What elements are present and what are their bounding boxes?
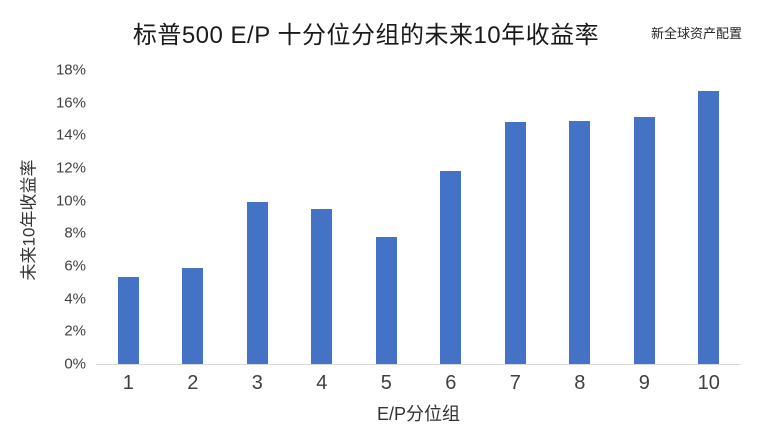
bar-slot xyxy=(290,70,355,364)
bar-slot xyxy=(96,70,161,364)
y-tick-label: 14% xyxy=(55,126,86,144)
bar-slot xyxy=(419,70,484,364)
y-tick-label: 12% xyxy=(55,159,86,177)
bar-slot xyxy=(354,70,419,364)
bar-slot xyxy=(677,70,742,364)
x-tick-label: 9 xyxy=(638,372,650,394)
y-tick-label: 0% xyxy=(64,355,86,373)
x-tick-label: 3 xyxy=(251,372,263,394)
y-tick-label: 6% xyxy=(64,257,86,275)
x-tick-label: 2 xyxy=(187,372,199,394)
x-tick-label: 1 xyxy=(122,372,134,394)
plot-area xyxy=(96,70,741,365)
bar-decile-9 xyxy=(633,117,655,364)
bar-slot xyxy=(225,70,290,364)
x-tick-label: 6 xyxy=(445,372,457,394)
bar-decile-10 xyxy=(698,91,720,364)
y-axis-tick-labels: 0% 2% 4% 6% 8% 10% 12% 14% 16% 18% xyxy=(0,63,86,372)
bar-decile-4 xyxy=(311,208,333,364)
bar-slot xyxy=(612,70,677,364)
y-tick-label: 8% xyxy=(64,224,86,242)
bar-decile-2 xyxy=(182,267,204,364)
x-tick-label: 10 xyxy=(697,372,720,394)
bar-decile-1 xyxy=(117,277,139,364)
y-tick-label: 4% xyxy=(64,290,86,308)
bar-slot xyxy=(548,70,613,364)
x-tick-label: 4 xyxy=(316,372,328,394)
bar-decile-6 xyxy=(440,171,462,364)
y-tick-label: 2% xyxy=(64,322,86,340)
x-tick-label: 7 xyxy=(509,372,521,394)
watermark-label: 新全球资产配置 xyxy=(650,26,742,41)
y-tick-label: 18% xyxy=(55,61,86,79)
x-axis-tick-labels: 1 2 3 4 5 6 7 8 9 10 xyxy=(96,372,741,394)
bar-slot xyxy=(483,70,548,364)
x-tick-label: 5 xyxy=(380,372,392,394)
x-axis-title: E/P分位组 xyxy=(376,404,460,424)
bar-decile-8 xyxy=(569,120,591,364)
y-tick-label: 10% xyxy=(55,192,86,210)
chart-title: 标普500 E/P 十分位分组的未来10年收益率 xyxy=(132,22,600,49)
bar-decile-3 xyxy=(246,202,268,364)
bar-decile-5 xyxy=(375,236,397,364)
bar-decile-7 xyxy=(504,122,526,364)
x-tick-label: 8 xyxy=(574,372,586,394)
bar-slot xyxy=(161,70,226,364)
y-tick-label: 16% xyxy=(55,94,86,112)
